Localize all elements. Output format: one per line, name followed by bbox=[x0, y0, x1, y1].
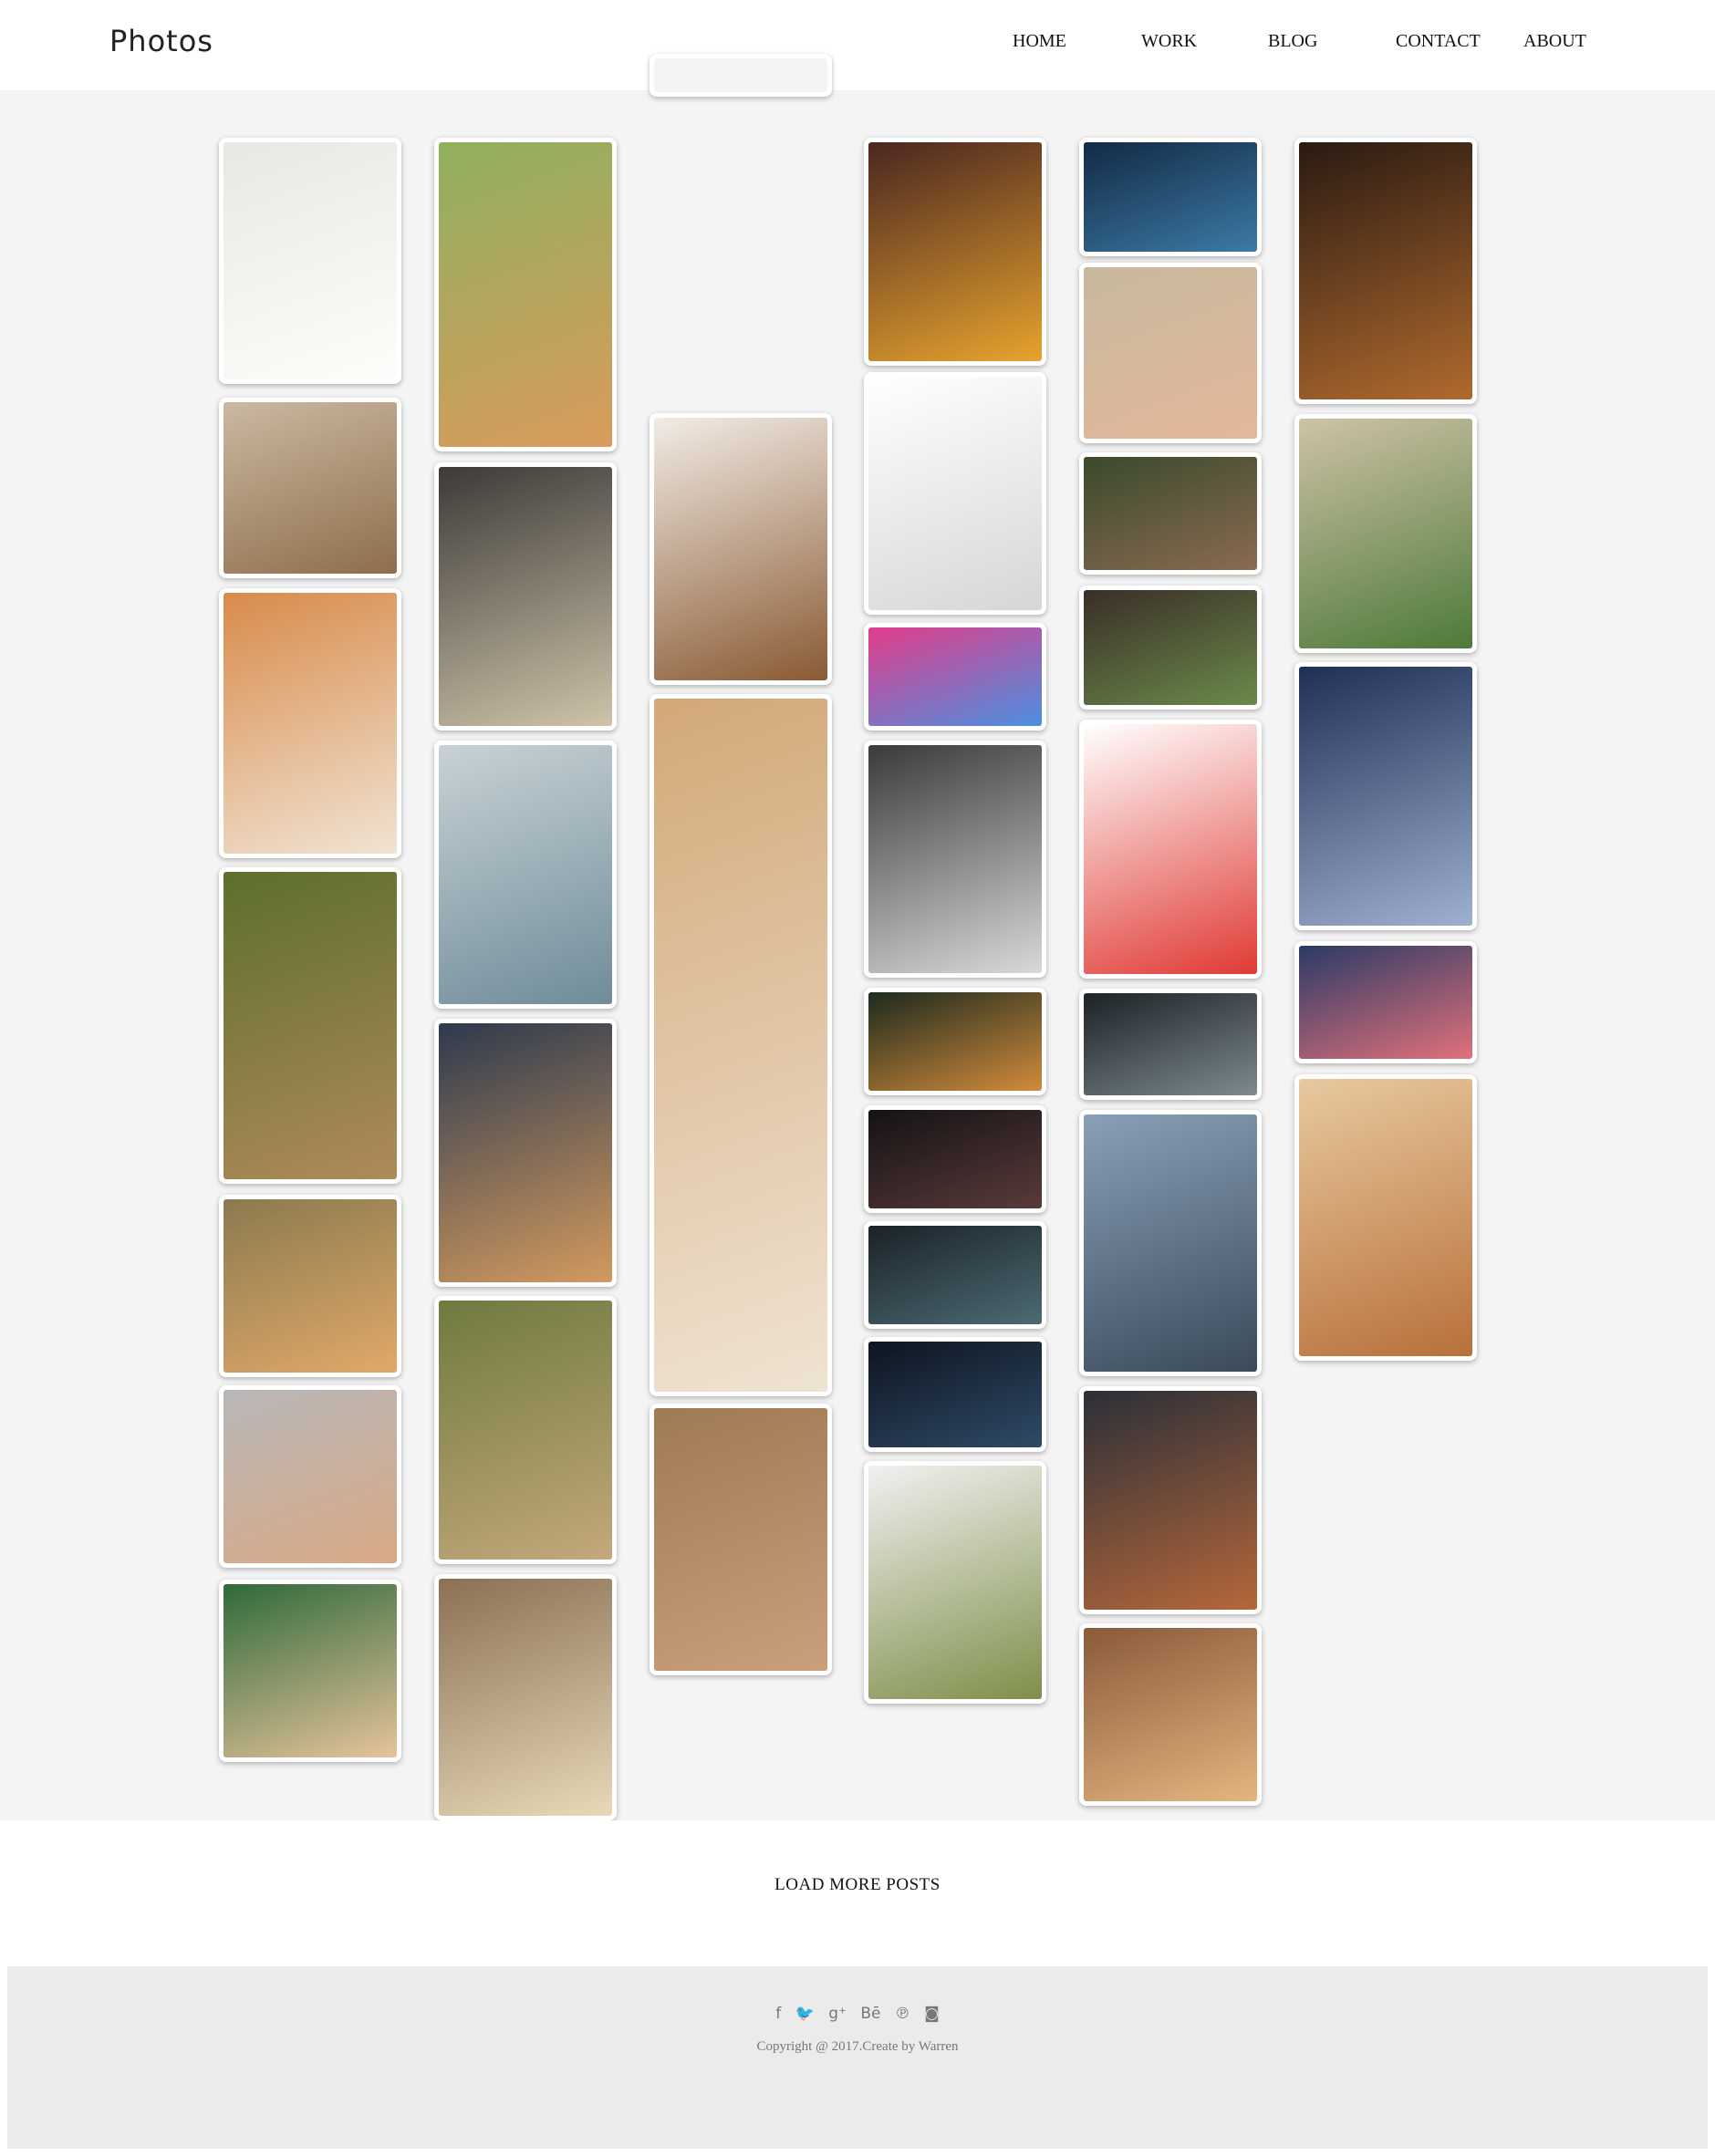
photo-image bbox=[223, 872, 397, 1179]
photo-card[interactable] bbox=[864, 1105, 1046, 1213]
photo-card[interactable] bbox=[1079, 1623, 1262, 1806]
photo-image bbox=[1084, 142, 1257, 252]
photo-card[interactable] bbox=[1079, 586, 1262, 710]
twitter-icon[interactable]: 🐦 bbox=[795, 2005, 815, 2023]
photo-image bbox=[439, 1579, 612, 1816]
photo-card[interactable] bbox=[650, 694, 832, 1396]
photo-card[interactable] bbox=[864, 1461, 1046, 1704]
photo-image bbox=[1084, 993, 1257, 1095]
photo-image bbox=[868, 1226, 1042, 1324]
photo-image bbox=[223, 402, 397, 574]
photo-image bbox=[868, 377, 1042, 610]
photo-card[interactable] bbox=[1079, 1110, 1262, 1376]
photo-image bbox=[1084, 1391, 1257, 1610]
photo-image bbox=[439, 745, 612, 1004]
photo-image bbox=[654, 699, 827, 1392]
behance-icon[interactable]: Bē bbox=[860, 2005, 881, 2023]
nav-work[interactable]: WORK bbox=[1141, 31, 1198, 51]
photo-card[interactable] bbox=[434, 741, 617, 1009]
photo-card[interactable] bbox=[864, 741, 1046, 978]
photo-image bbox=[868, 1342, 1042, 1447]
photo-image bbox=[1299, 419, 1472, 648]
photo-image bbox=[1299, 1079, 1472, 1356]
photo-image bbox=[1299, 667, 1472, 926]
photo-card[interactable] bbox=[219, 1385, 401, 1568]
photo-card[interactable] bbox=[219, 398, 401, 578]
photo-card[interactable] bbox=[1079, 263, 1262, 443]
photo-card[interactable] bbox=[219, 1195, 401, 1377]
photo-image bbox=[439, 467, 612, 726]
photo-image bbox=[223, 1390, 397, 1563]
photo-image bbox=[868, 992, 1042, 1091]
photo-card[interactable] bbox=[1294, 662, 1477, 930]
photo-image bbox=[654, 1408, 827, 1671]
instagram-icon[interactable]: ◙ bbox=[924, 2005, 940, 2023]
photo-image bbox=[1084, 1114, 1257, 1372]
photo-card[interactable] bbox=[219, 1580, 401, 1762]
photo-card[interactable] bbox=[864, 988, 1046, 1095]
photo-image bbox=[1084, 724, 1257, 974]
photo-image bbox=[223, 142, 397, 379]
photo-card[interactable] bbox=[864, 138, 1046, 366]
photo-card[interactable] bbox=[1079, 138, 1262, 256]
photo-card[interactable] bbox=[650, 413, 832, 685]
photo-image bbox=[439, 142, 612, 447]
photo-image bbox=[1084, 590, 1257, 705]
photo-card[interactable] bbox=[864, 372, 1046, 615]
photo-image bbox=[868, 1466, 1042, 1699]
photo-card[interactable] bbox=[434, 1019, 617, 1287]
photo-card[interactable] bbox=[219, 867, 401, 1184]
photo-card[interactable] bbox=[219, 588, 401, 858]
photo-card[interactable] bbox=[864, 1221, 1046, 1329]
photo-image bbox=[1084, 457, 1257, 570]
photo-card[interactable] bbox=[1294, 1074, 1477, 1361]
photo-card[interactable] bbox=[1079, 989, 1262, 1100]
photo-image bbox=[1084, 267, 1257, 439]
photo-image bbox=[654, 58, 827, 92]
photo-card[interactable] bbox=[864, 1337, 1046, 1452]
photo-image bbox=[868, 142, 1042, 361]
photo-card[interactable] bbox=[1079, 720, 1262, 979]
photo-card[interactable] bbox=[219, 138, 401, 384]
photo-image bbox=[868, 627, 1042, 726]
photo-card[interactable] bbox=[434, 1574, 617, 1820]
photo-image bbox=[439, 1301, 612, 1560]
nav-blog[interactable]: BLOG bbox=[1268, 31, 1318, 51]
photo-image bbox=[654, 418, 827, 680]
site-footer: f 🐦 g⁺ Bē ℗ ◙ Copyright @ 2017.Create by… bbox=[7, 1966, 1708, 2149]
site-header: Photos HOME WORK BLOG CONTACT ABOUT bbox=[0, 0, 1715, 90]
site-logo[interactable]: Photos bbox=[109, 24, 213, 58]
photo-card[interactable] bbox=[650, 1404, 832, 1675]
photo-image bbox=[1084, 1628, 1257, 1801]
photo-card[interactable] bbox=[434, 462, 617, 731]
pinterest-icon[interactable]: ℗ bbox=[894, 2005, 910, 2023]
photo-image bbox=[223, 1584, 397, 1757]
photo-image bbox=[1299, 142, 1472, 399]
photo-card[interactable] bbox=[434, 1296, 617, 1564]
photo-card[interactable] bbox=[1294, 414, 1477, 653]
load-more-button[interactable]: LOAD MORE POSTS bbox=[774, 1875, 941, 1894]
photo-image bbox=[868, 745, 1042, 973]
photo-card[interactable] bbox=[1079, 452, 1262, 575]
social-links: f 🐦 g⁺ Bē ℗ ◙ bbox=[7, 2005, 1708, 2023]
photo-image bbox=[223, 593, 397, 854]
facebook-icon[interactable]: f bbox=[775, 2005, 782, 2023]
photo-gallery bbox=[0, 54, 1715, 1820]
photo-image bbox=[439, 1023, 612, 1282]
photo-card[interactable] bbox=[434, 138, 617, 451]
nav-contact[interactable]: CONTACT bbox=[1396, 31, 1481, 51]
photo-image bbox=[1299, 946, 1472, 1059]
photo-image bbox=[223, 1199, 397, 1373]
photo-card-cropped[interactable] bbox=[650, 54, 832, 97]
photo-card[interactable] bbox=[1294, 138, 1477, 404]
google-plus-icon[interactable]: g⁺ bbox=[828, 2005, 847, 2023]
photo-image bbox=[868, 1110, 1042, 1208]
nav-about[interactable]: ABOUT bbox=[1523, 31, 1586, 51]
photo-card[interactable] bbox=[1079, 1386, 1262, 1614]
load-more-section: LOAD MORE POSTS bbox=[7, 1820, 1708, 1966]
copyright-text: Copyright @ 2017.Create by Warren bbox=[756, 2039, 959, 2054]
photo-card[interactable] bbox=[864, 623, 1046, 731]
nav-home[interactable]: HOME bbox=[1013, 31, 1066, 51]
photo-card[interactable] bbox=[1294, 941, 1477, 1063]
